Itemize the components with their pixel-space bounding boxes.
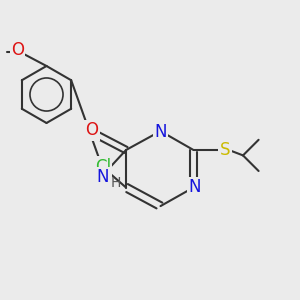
- Text: N: N: [97, 168, 109, 186]
- Text: O: O: [85, 121, 98, 139]
- Text: Cl: Cl: [95, 158, 111, 175]
- Text: S: S: [220, 141, 230, 159]
- Text: N: N: [154, 123, 167, 141]
- Text: H: H: [111, 176, 121, 190]
- Text: N: N: [189, 178, 201, 196]
- Text: O: O: [11, 41, 24, 59]
